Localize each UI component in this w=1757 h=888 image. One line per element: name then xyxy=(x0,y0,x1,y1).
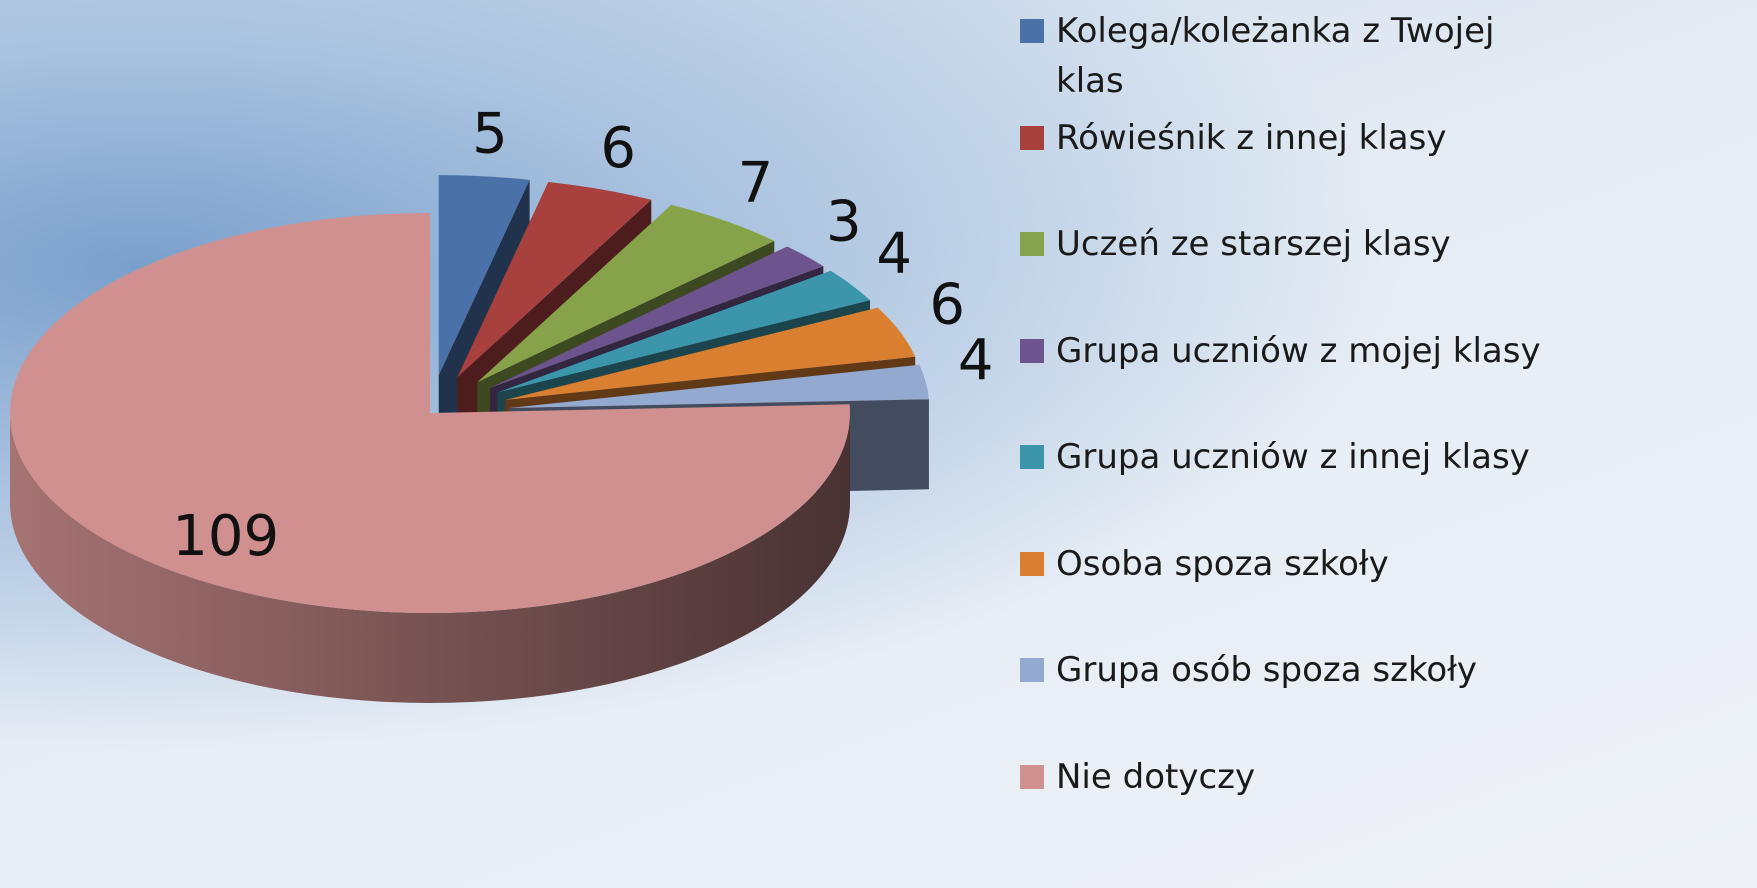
slice-top xyxy=(457,181,652,378)
slice-top xyxy=(10,213,850,613)
data-label: 109 xyxy=(172,504,279,569)
legend-swatch xyxy=(1020,232,1044,256)
legend-swatch xyxy=(1020,445,1044,469)
legend-item: Grupa osób spoza szkoły xyxy=(1020,645,1556,695)
slice-side xyxy=(10,413,850,703)
slice-top xyxy=(477,204,775,383)
legend-item: Kolega/koleżanka z Twojej klas xyxy=(1020,6,1556,106)
legend-label: Grupa uczniów z mojej klasy xyxy=(1056,330,1541,371)
legend-label: Nie dotyczy xyxy=(1056,756,1256,797)
legend-label: Rówieśnik z innej klasy xyxy=(1056,117,1447,158)
data-label: 4 xyxy=(958,328,994,393)
data-label: 7 xyxy=(738,151,774,216)
legend-swatch xyxy=(1020,125,1044,150)
legend-swatch xyxy=(1020,19,1044,43)
legend-label: Grupa osób spoza szkoły xyxy=(1056,650,1478,690)
data-label: 3 xyxy=(826,189,862,254)
legend-label: Osoba spoza szkoły xyxy=(1056,543,1389,584)
slice-top xyxy=(505,307,916,400)
legend-swatch xyxy=(1020,338,1044,363)
legend-item: Rówieśnik z innej klasy xyxy=(1020,113,1556,163)
legend-swatch xyxy=(1020,658,1044,682)
legend: Kolega/koleżanka z Twojej klas Rówieśnik … xyxy=(1020,0,1750,888)
slice-top xyxy=(497,270,871,393)
slice xyxy=(10,213,850,703)
legend-item: Osoba spoza szkoły xyxy=(1020,539,1556,589)
legend-label: Uczeń ze starszej klasy xyxy=(1056,224,1451,264)
legend-label: Grupa uczniów z innej klasy xyxy=(1056,437,1530,477)
legend-swatch xyxy=(1020,764,1044,789)
legend-item: Grupa uczniów z innej klasy xyxy=(1020,432,1556,482)
legend-item: Uczeń ze starszej klasy xyxy=(1020,219,1556,269)
legend-swatch xyxy=(1020,551,1044,576)
legend-item: Nie dotyczy xyxy=(1020,752,1556,802)
data-label: 4 xyxy=(876,221,912,286)
legend-item: Grupa uczniów z mojej klasy xyxy=(1020,326,1556,376)
data-label: 6 xyxy=(600,116,636,181)
data-label: 5 xyxy=(472,102,508,167)
slice-top xyxy=(509,364,929,409)
data-label: 6 xyxy=(929,272,965,337)
slice-top xyxy=(490,246,824,388)
legend-label: Kolega/koleżanka z Twojej klas xyxy=(1056,11,1495,101)
slice-top xyxy=(438,175,530,376)
